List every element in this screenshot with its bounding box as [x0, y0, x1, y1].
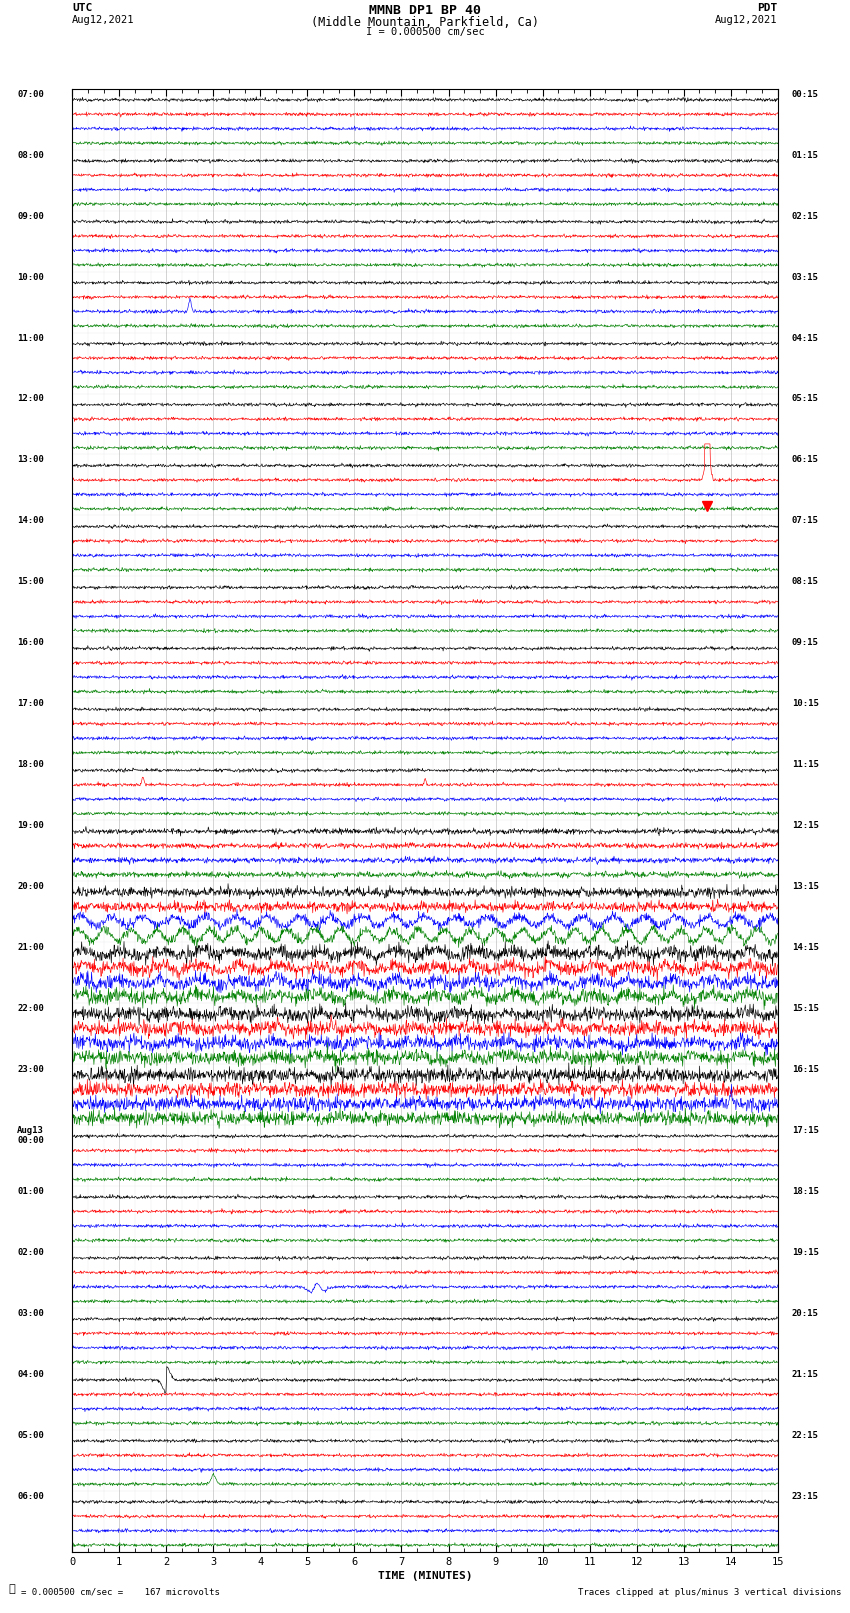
Text: 19:00: 19:00	[17, 821, 44, 831]
Text: MMNB DP1 BP 40: MMNB DP1 BP 40	[369, 5, 481, 18]
Text: 07:15: 07:15	[792, 516, 819, 526]
Text: 17:00: 17:00	[17, 700, 44, 708]
Text: 16:15: 16:15	[792, 1065, 819, 1074]
Text: 10:00: 10:00	[17, 273, 44, 282]
Text: 22:15: 22:15	[792, 1431, 819, 1440]
X-axis label: TIME (MINUTES): TIME (MINUTES)	[377, 1571, 473, 1581]
Text: 06:15: 06:15	[792, 455, 819, 465]
Text: I = 0.000500 cm/sec: I = 0.000500 cm/sec	[366, 27, 484, 37]
Text: 11:00: 11:00	[17, 334, 44, 342]
Text: 08:15: 08:15	[792, 577, 819, 587]
Text: 18:00: 18:00	[17, 760, 44, 769]
Text: 20:15: 20:15	[792, 1308, 819, 1318]
Text: 23:00: 23:00	[17, 1065, 44, 1074]
Text: 11:15: 11:15	[792, 760, 819, 769]
Text: 05:15: 05:15	[792, 395, 819, 403]
Text: 00:15: 00:15	[792, 90, 819, 98]
Text: 18:15: 18:15	[792, 1187, 819, 1195]
Text: 16:00: 16:00	[17, 639, 44, 647]
Text: 14:15: 14:15	[792, 944, 819, 952]
Text: PDT: PDT	[757, 3, 778, 13]
Text: 09:15: 09:15	[792, 639, 819, 647]
Text: 02:00: 02:00	[17, 1248, 44, 1257]
Text: (Middle Mountain, Parkfield, Ca): (Middle Mountain, Parkfield, Ca)	[311, 16, 539, 29]
Text: 09:00: 09:00	[17, 211, 44, 221]
Text: 15:15: 15:15	[792, 1003, 819, 1013]
Text: 02:15: 02:15	[792, 211, 819, 221]
Text: 10:15: 10:15	[792, 700, 819, 708]
Text: א: א	[8, 1584, 15, 1594]
Text: Traces clipped at plus/minus 3 vertical divisions: Traces clipped at plus/minus 3 vertical …	[578, 1587, 842, 1597]
Text: 22:00: 22:00	[17, 1003, 44, 1013]
Text: 19:15: 19:15	[792, 1248, 819, 1257]
Text: 06:00: 06:00	[17, 1492, 44, 1500]
Text: 20:00: 20:00	[17, 882, 44, 890]
Text: 12:15: 12:15	[792, 821, 819, 831]
Text: 04:15: 04:15	[792, 334, 819, 342]
Text: 05:00: 05:00	[17, 1431, 44, 1440]
Text: Aug12,2021: Aug12,2021	[72, 15, 135, 24]
Text: 03:00: 03:00	[17, 1308, 44, 1318]
Text: 21:00: 21:00	[17, 944, 44, 952]
Text: 15:00: 15:00	[17, 577, 44, 587]
Text: 04:00: 04:00	[17, 1369, 44, 1379]
Text: 14:00: 14:00	[17, 516, 44, 526]
Text: 17:15: 17:15	[792, 1126, 819, 1136]
Text: 13:15: 13:15	[792, 882, 819, 890]
Text: 08:00: 08:00	[17, 150, 44, 160]
Text: 21:15: 21:15	[792, 1369, 819, 1379]
Text: UTC: UTC	[72, 3, 93, 13]
Text: 13:00: 13:00	[17, 455, 44, 465]
Text: 01:15: 01:15	[792, 150, 819, 160]
Text: 07:00: 07:00	[17, 90, 44, 98]
Text: Aug12,2021: Aug12,2021	[715, 15, 778, 24]
Text: 12:00: 12:00	[17, 395, 44, 403]
Text: = 0.000500 cm/sec =    167 microvolts: = 0.000500 cm/sec = 167 microvolts	[21, 1587, 220, 1597]
Text: 01:00: 01:00	[17, 1187, 44, 1195]
Text: 23:15: 23:15	[792, 1492, 819, 1500]
Text: 03:15: 03:15	[792, 273, 819, 282]
Text: Aug13
00:00: Aug13 00:00	[17, 1126, 44, 1145]
